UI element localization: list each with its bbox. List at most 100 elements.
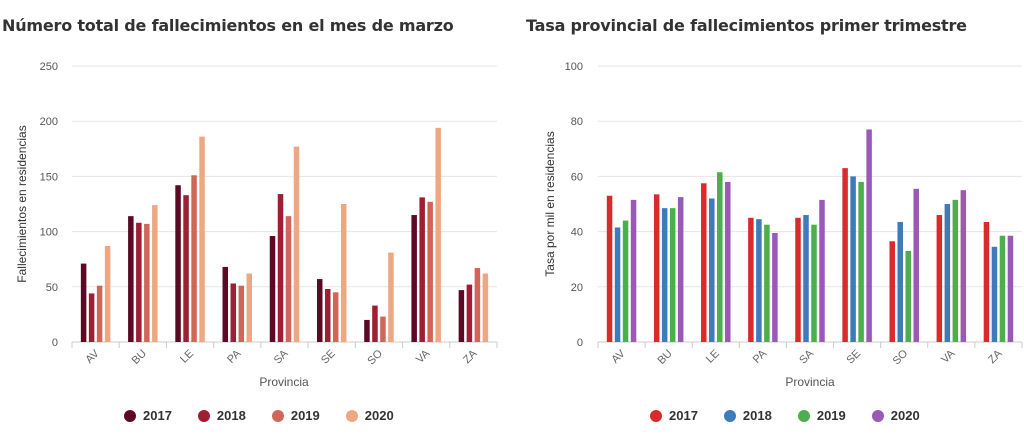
y-tick-label: 0 <box>577 337 583 349</box>
bar-za-2018 <box>991 246 998 342</box>
legend-label: 2018 <box>742 408 772 423</box>
bar-pa-2018 <box>230 283 237 342</box>
bar-za-2017 <box>983 221 990 342</box>
legend-item-2020[interactable]: 2020 <box>345 408 394 423</box>
y-tick-label: 100 <box>565 61 583 73</box>
bar-bu-2019 <box>144 223 150 342</box>
bar-za-2018 <box>466 284 473 342</box>
chart-left-panel: Número total de fallecimientos en el mes… <box>2 16 498 423</box>
bar-le-2019 <box>191 175 197 342</box>
bar-va-2019 <box>427 201 433 342</box>
legend-marker-icon <box>271 409 284 422</box>
y-tick-label: 20 <box>571 282 583 294</box>
bar-za-2017 <box>458 290 465 342</box>
legend-label: 2017 <box>669 408 698 423</box>
legend-item-2019[interactable]: 2019 <box>271 408 320 423</box>
legend-label: 2018 <box>216 408 246 423</box>
bar-bu-2020 <box>677 197 684 342</box>
bar-bu-2017 <box>128 216 134 342</box>
legend-marker-icon <box>124 409 136 422</box>
bar-so-2019 <box>380 316 386 342</box>
legend-marker-icon <box>871 409 884 422</box>
bar-so-2017 <box>364 319 370 342</box>
bar-va-2018 <box>944 204 951 342</box>
legend-marker-icon <box>197 409 210 422</box>
bar-za-2019 <box>474 268 481 342</box>
x-tick-label: SO <box>891 347 911 367</box>
bar-pa-2020 <box>246 273 253 342</box>
bar-za-2020 <box>482 273 489 342</box>
chart-legend: 2017 2018 2019 2020 <box>124 408 394 423</box>
bar-se-2020 <box>866 129 872 342</box>
legend-item-2019[interactable]: 2019 <box>797 408 846 423</box>
bar-av-2017 <box>80 263 87 342</box>
x-tick-label: VA <box>414 347 433 366</box>
y-tick-label: 40 <box>571 227 583 239</box>
bar-sa-2017 <box>795 217 801 342</box>
legend-label: 2019 <box>816 408 846 423</box>
bar-bu-2018 <box>136 222 142 342</box>
bar-va-2019 <box>952 199 959 342</box>
x-tick-label: BU <box>130 348 149 367</box>
chart-legend: 2017 2018 2019 2020 <box>650 408 920 423</box>
x-tick-label: AV <box>83 347 102 366</box>
x-tick-label: SO <box>365 347 385 367</box>
bar-va-2020 <box>960 190 967 342</box>
y-tick-label: 80 <box>571 116 583 128</box>
bar-so-2018 <box>897 221 903 342</box>
chart-right-panel: Tasa provincial de fallecimientos primer… <box>512 0 1024 446</box>
y-tick-label: 0 <box>52 337 58 349</box>
bar-pa-2017 <box>222 266 229 342</box>
x-tick-label: PA <box>751 347 770 366</box>
x-tick-label: SE <box>844 348 863 367</box>
x-axis-label: Provincia <box>785 375 835 389</box>
bar-av-2019 <box>622 220 629 342</box>
bar-sa-2018 <box>803 215 809 342</box>
legend-marker-icon <box>650 409 662 422</box>
x-tick-label: SE <box>319 348 338 367</box>
legend-marker-icon <box>797 409 810 422</box>
bar-se-2018 <box>850 176 856 342</box>
bar-le-2017 <box>175 185 181 342</box>
bar-bu-2019 <box>669 208 676 342</box>
y-axis-label: Tasa por mil en residencias <box>543 131 557 276</box>
bar-le-2018 <box>183 195 189 342</box>
bar-pa-2019 <box>238 285 245 342</box>
bar-sa-2018 <box>277 194 284 342</box>
legend-item-2020[interactable]: 2020 <box>871 408 920 423</box>
legend-item-2018[interactable]: 2018 <box>197 408 246 423</box>
bar-so-2017 <box>889 241 895 342</box>
bar-se-2020 <box>340 204 347 342</box>
legend-item-2017[interactable]: 2017 <box>650 408 698 423</box>
bar-va-2017 <box>936 215 943 342</box>
y-tick-label: 150 <box>40 171 58 183</box>
legend-marker-icon <box>723 409 736 422</box>
bar-va-2017 <box>411 215 417 342</box>
bar-le-2020 <box>725 181 731 342</box>
legend-label: 2020 <box>890 408 920 423</box>
bar-pa-2019 <box>764 224 770 342</box>
bar-sa-2019 <box>811 224 817 342</box>
y-tick-label: 50 <box>46 282 58 294</box>
bar-le-2020 <box>199 136 205 342</box>
bar-av-2020 <box>630 199 637 342</box>
y-tick-label: 250 <box>40 61 58 73</box>
x-tick-label: SA <box>272 347 291 366</box>
bar-le-2017 <box>701 183 707 342</box>
bar-va-2018 <box>419 197 425 342</box>
bar-pa-2017 <box>748 217 754 342</box>
legend-label: 2019 <box>290 408 320 423</box>
x-tick-label: SA <box>797 347 816 366</box>
bar-av-2019 <box>96 285 103 342</box>
bar-so-2020 <box>913 188 919 342</box>
bar-sa-2020 <box>293 146 300 342</box>
legend-item-2018[interactable]: 2018 <box>723 408 772 423</box>
bar-sa-2019 <box>285 216 292 342</box>
bar-sa-2017 <box>269 236 276 342</box>
bar-za-2019 <box>999 235 1006 342</box>
y-tick-label: 100 <box>40 227 58 239</box>
bar-av-2017 <box>606 195 613 342</box>
x-tick-label: LE <box>704 348 722 366</box>
bar-se-2019 <box>858 181 864 342</box>
legend-item-2017[interactable]: 2017 <box>124 408 172 423</box>
